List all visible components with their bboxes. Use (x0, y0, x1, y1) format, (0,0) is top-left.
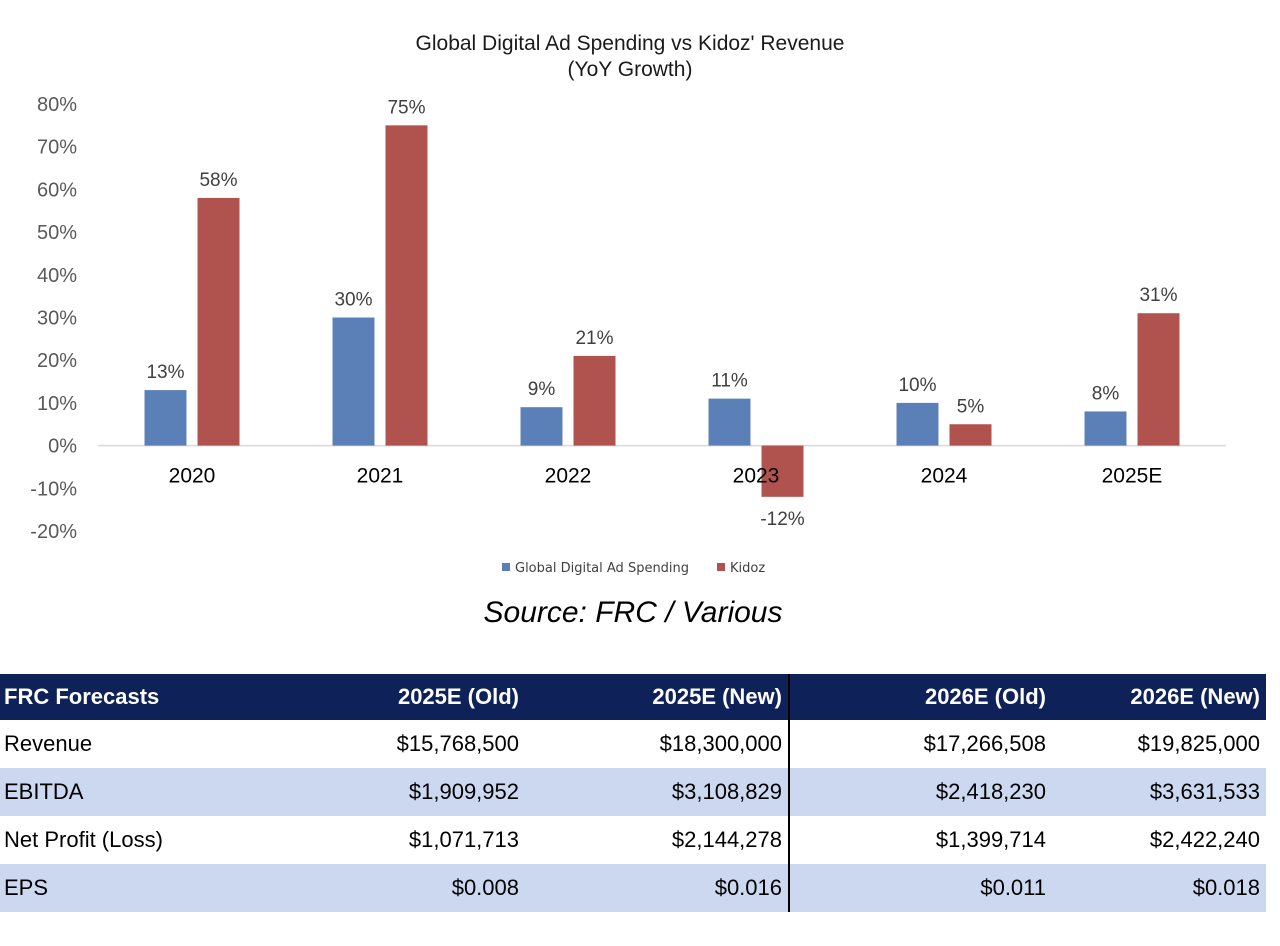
y-tick-label: 70% (37, 137, 77, 159)
data-label: 13% (146, 362, 184, 383)
table-row-ebitda: EBITDA $1,909,952 $3,108,829 $2,418,230 … (0, 768, 1266, 816)
legend-swatch-global-digital-ad-spending (502, 563, 510, 571)
y-tick-label: 0% (48, 436, 77, 458)
bar-global-digital-ad-spending-2021 (332, 317, 375, 446)
header-2025e-new: 2025E (New) (525, 674, 790, 720)
legend-swatch-kidoz (717, 563, 725, 571)
header-2026e-new: 2026E (New) (1052, 674, 1266, 720)
data-label: 75% (387, 97, 425, 118)
y-tick-label: 80% (37, 94, 77, 116)
frc-forecasts-table: FRC Forecasts 2025E (Old) 2025E (New) 20… (0, 674, 1266, 912)
y-tick-label: 20% (37, 350, 77, 372)
y-tick-label: -10% (30, 478, 77, 500)
data-label: 8% (1092, 383, 1120, 404)
y-tick-label: -20% (30, 521, 77, 543)
table-cell: $3,631,533 (1052, 768, 1266, 816)
data-label: 21% (575, 328, 613, 349)
chart-area: Global Digital Ad Spending vs Kidoz' Rev… (30, 32, 1226, 576)
bar-global-digital-ad-spending-2022 (520, 407, 563, 446)
table-cell: $18,300,000 (525, 720, 790, 768)
table-cell: $0.008 (313, 864, 525, 912)
bar-kidoz-2023 (761, 445, 804, 497)
table-cell: $1,071,713 (408, 827, 519, 852)
x-tick-label: 2024 (921, 465, 968, 488)
x-tick-label: 2025E (1102, 465, 1163, 488)
header-label: FRC Forecasts (0, 674, 313, 720)
y-tick-label: 50% (37, 222, 77, 244)
table-cell: $2,418,230 (789, 768, 1052, 816)
data-label: 11% (711, 371, 748, 392)
table-cell: $17,266,508 (923, 731, 1046, 756)
table-row-net-profit: Net Profit (Loss) $1,071,713 $2,144,278 … (0, 816, 1266, 864)
header-2025e-old: 2025E (Old) (313, 674, 525, 720)
x-tick-label: 2023 (733, 465, 780, 488)
table-cell: $0.016 (525, 864, 790, 912)
bar-kidoz-2024 (949, 424, 992, 446)
bar-kidoz-2020 (197, 197, 240, 446)
data-label: 10% (898, 375, 936, 396)
legend-label-kidoz: Kidoz (730, 561, 765, 576)
table-cell: $0.018 (1052, 864, 1266, 912)
table-cell: $1,399,714 (935, 827, 1046, 852)
data-label: 58% (199, 170, 237, 191)
y-tick-label: 10% (37, 393, 77, 415)
y-tick-label: 60% (37, 179, 77, 201)
table-cell: $19,825,000 (1137, 731, 1260, 756)
bar-kidoz-2025E (1137, 313, 1180, 446)
y-tick-label: 40% (37, 265, 77, 287)
x-tick-label: 2022 (545, 465, 592, 488)
bar-global-digital-ad-spending-2025E (1084, 411, 1127, 446)
source-caption: Source: FRC / Various (483, 596, 783, 629)
row-label: Revenue (4, 731, 93, 756)
table-header-row: FRC Forecasts 2025E (Old) 2025E (New) 20… (0, 674, 1266, 720)
data-label: 30% (334, 290, 372, 311)
bar-global-digital-ad-spending-2023 (708, 398, 751, 446)
table-cell: $1,909,952 (313, 768, 525, 816)
legend-label-global-digital-ad-spending: Global Digital Ad Spending (515, 561, 689, 576)
row-label: EPS (0, 864, 313, 912)
bar-global-digital-ad-spending-2024 (896, 402, 939, 446)
bar-global-digital-ad-spending-2020 (144, 390, 187, 446)
data-label: 9% (528, 379, 556, 400)
chart-title: Global Digital Ad Spending vs Kidoz' Rev… (416, 32, 845, 55)
table-cell: $3,108,829 (525, 768, 790, 816)
bar-kidoz-2021 (385, 125, 428, 446)
data-label: -12% (760, 509, 804, 530)
x-tick-label: 2020 (169, 465, 216, 488)
yoy-growth-bar-chart: Global Digital Ad Spending vs Kidoz' Rev… (30, 32, 1226, 576)
row-label: EBITDA (0, 768, 313, 816)
table-cell: $2,144,278 (525, 816, 790, 864)
chart-subtitle: (YoY Growth) (568, 58, 693, 81)
row-label: Net Profit (Loss) (4, 827, 163, 852)
table-cell: $0.011 (789, 864, 1052, 912)
bar-kidoz-2022 (573, 355, 616, 446)
table-cell: $2,422,240 (1149, 827, 1260, 852)
table-row-revenue: Revenue $15,768,500 $18,300,000 $17,266,… (0, 720, 1266, 768)
table-cell: $15,768,500 (396, 731, 519, 756)
data-label: 31% (1139, 285, 1177, 306)
x-tick-label: 2021 (357, 465, 404, 488)
header-2026e-old: 2026E (Old) (789, 674, 1052, 720)
table-row-eps: EPS $0.008 $0.016 $0.011 $0.018 (0, 864, 1266, 912)
data-label: 5% (957, 396, 985, 417)
y-tick-label: 30% (37, 308, 77, 330)
